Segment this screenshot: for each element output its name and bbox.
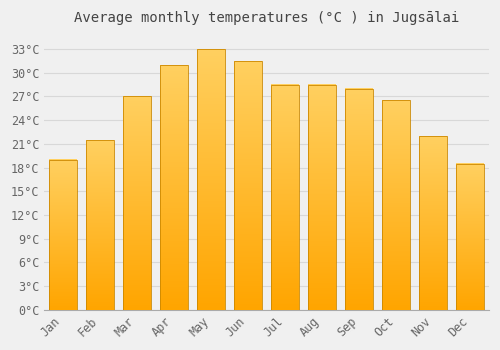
Bar bbox=[234, 61, 262, 310]
Bar bbox=[234, 61, 262, 310]
Bar bbox=[382, 100, 410, 310]
Bar bbox=[382, 100, 410, 310]
Bar bbox=[86, 140, 114, 310]
Bar bbox=[272, 85, 299, 310]
Bar bbox=[123, 96, 151, 310]
Bar bbox=[272, 85, 299, 310]
Bar bbox=[160, 65, 188, 310]
Bar bbox=[197, 49, 225, 310]
Bar bbox=[308, 85, 336, 310]
Bar bbox=[308, 85, 336, 310]
Bar bbox=[420, 136, 447, 310]
Bar bbox=[197, 49, 225, 310]
Title: Average monthly temperatures (°C ) in Jugsālai: Average monthly temperatures (°C ) in Ju… bbox=[74, 11, 460, 25]
Bar bbox=[49, 160, 77, 310]
Bar bbox=[49, 160, 77, 310]
Bar bbox=[346, 89, 373, 310]
Bar bbox=[346, 89, 373, 310]
Bar bbox=[160, 65, 188, 310]
Bar bbox=[420, 136, 447, 310]
Bar bbox=[86, 140, 114, 310]
Bar bbox=[123, 96, 151, 310]
Bar bbox=[456, 163, 484, 310]
Bar bbox=[456, 163, 484, 310]
